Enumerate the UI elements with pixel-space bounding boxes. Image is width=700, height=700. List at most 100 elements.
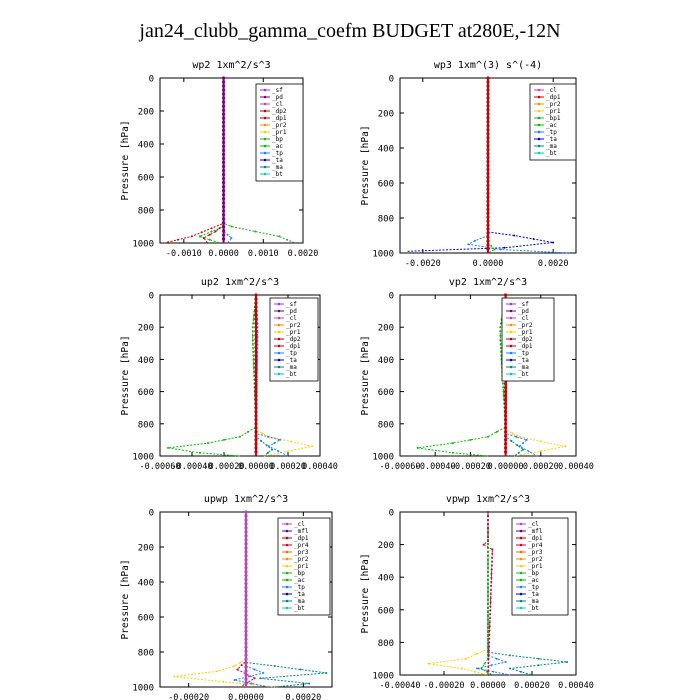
series-point-pr4 [482, 543, 485, 546]
legend-marker-pr2 [519, 557, 523, 561]
series-point-pd [504, 406, 508, 410]
legend-label-bt: _bt [546, 150, 557, 157]
series-point-pd [222, 112, 226, 116]
series-point-dp1 [486, 203, 490, 207]
series-point-tp [504, 661, 507, 663]
legend-label-bp: _bp [528, 570, 539, 577]
series-point-pd [222, 140, 226, 144]
legend-label-ac: _ac [528, 577, 539, 584]
series-point-bp1 [490, 245, 493, 247]
series-point-dp1 [469, 438, 472, 441]
series-point-pd [222, 80, 226, 84]
series-point-pd [222, 152, 226, 157]
series-point-ac [487, 606, 489, 609]
x-tick-label: 0.00020 [514, 681, 550, 691]
series-point-pd [222, 209, 226, 213]
legend-marker-dp2 [277, 337, 281, 341]
series-point-pd [222, 160, 226, 165]
x-tick-label: 0.0010 [248, 249, 279, 259]
legend-label-pr3: _pr3 [294, 549, 309, 556]
series-point-ac [487, 550, 489, 553]
series-point-tp [515, 435, 518, 438]
series-point-tp [253, 668, 256, 671]
series-point-pd [254, 325, 258, 329]
legend-marker-bt [285, 606, 289, 610]
series-point-bp [286, 238, 289, 241]
legend-marker-ac [537, 123, 541, 127]
series-point-ac [487, 558, 489, 561]
series-point-pr4 [487, 653, 490, 656]
series-point-pd [222, 181, 226, 185]
series-point-pd [222, 136, 226, 140]
series-point-ma [537, 657, 540, 660]
series-point-tp [250, 682, 253, 685]
legend-marker-cl [263, 102, 267, 106]
series-point-cl [244, 605, 248, 610]
series-point-pd [504, 414, 508, 418]
legend-label-dp1: _dp1 [294, 535, 309, 542]
series-point-pd [504, 442, 508, 446]
series-point-dp1 [486, 247, 490, 251]
series-point-pr1 [473, 670, 476, 673]
x-tick-label: -0.00020 [204, 462, 245, 472]
series-point-dp1 [252, 362, 255, 365]
legend-label-ta: _ta [546, 136, 557, 143]
y-tick-label: 800 [378, 639, 394, 649]
series-point-dp1 [200, 231, 203, 234]
legend-label-ma: _ma [286, 364, 297, 371]
legend-label-sf: _sf [286, 301, 297, 308]
panel-title: vpwp 1xm^2/s^3 [446, 494, 530, 505]
legend-marker-ma [509, 365, 513, 369]
legend-label-ma: _ma [546, 143, 557, 150]
series-point-dp1 [486, 84, 490, 88]
series-point-pd [254, 438, 258, 442]
series-point-ac [487, 594, 489, 597]
series-point-ta [513, 234, 516, 237]
legend-label-cl: _cl [294, 521, 305, 528]
y-tick-label: 600 [378, 606, 394, 616]
series-point-dp1 [486, 187, 490, 191]
series-point-pd [222, 177, 226, 181]
series-line-ac [198, 78, 225, 244]
series-point-pr4 [490, 572, 493, 575]
series-point-pd [222, 164, 226, 169]
legend-label-ac: _ac [294, 577, 305, 584]
x-tick-label: 0.00000 [238, 462, 274, 472]
series-point-dp1 [251, 326, 254, 329]
series-point-tp [492, 670, 495, 673]
series-point-pd [222, 120, 226, 124]
series-point-dp1 [486, 167, 490, 172]
series-point-pr4 [490, 568, 493, 571]
series-point-dp1 [486, 92, 490, 96]
series-point-pd [254, 309, 258, 313]
legend-label-mfl: _mfl [294, 528, 309, 535]
series-point-ac [487, 629, 489, 632]
series-point-pd [254, 297, 258, 301]
y-tick-label: 1000 [132, 240, 154, 250]
series-point-pr4 [490, 584, 493, 587]
series-point-dp1 [252, 354, 255, 357]
series-point-cl [244, 641, 248, 645]
series-point-cl [244, 558, 248, 562]
series-point-pd [254, 345, 258, 349]
legend-marker-cl [519, 522, 523, 526]
panel-title: upwp 1xm^2/s^3 [204, 494, 288, 505]
series-point-dp1 [486, 144, 490, 148]
legend-label-dp2: _dp2 [518, 336, 533, 343]
series-point-pr4 [490, 589, 492, 591]
legend-marker-tp [509, 351, 513, 355]
series-point-pd [222, 144, 226, 148]
legend-label-ta: _ta [272, 157, 283, 164]
y-tick-label: 400 [138, 141, 154, 151]
series-point-dp1 [190, 235, 193, 238]
legend-label-pr2: _pr2 [518, 322, 533, 329]
series-point-dp1 [210, 227, 213, 230]
y-tick-label: 800 [138, 649, 154, 659]
series-point-dp1 [486, 231, 490, 235]
legend-label-pd: _pd [518, 308, 529, 315]
series-point-dp1 [486, 152, 490, 156]
series-point-cl [244, 661, 248, 665]
series-point-pd [254, 305, 258, 309]
legend-label-cl: _cl [546, 87, 557, 94]
legend-label-tp: _tp [294, 584, 305, 591]
